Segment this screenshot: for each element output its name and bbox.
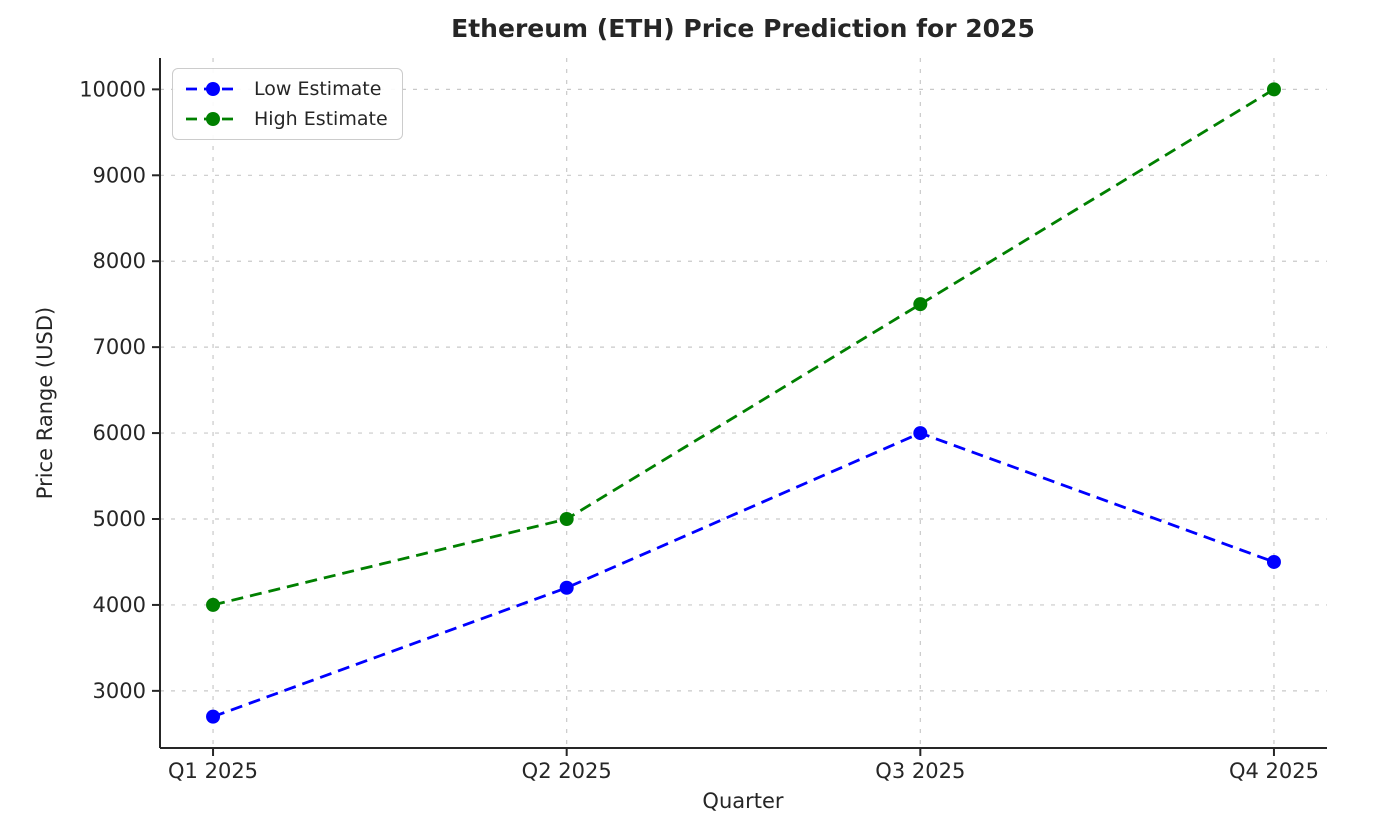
- legend-item-high-estimate: High Estimate: [184, 106, 388, 132]
- legend-marker-icon: [206, 82, 220, 96]
- y-tick-label: 4000: [93, 593, 146, 617]
- data-point-high-estimate-q3-2025: [913, 297, 928, 312]
- x-tick-label: Q3 2025: [875, 759, 965, 783]
- data-point-high-estimate-q4-2025: [1266, 82, 1281, 97]
- y-tick-label: 6000: [93, 421, 146, 445]
- data-point-low-estimate-q1-2025: [206, 709, 221, 724]
- y-axis-label: Price Range (USD): [33, 307, 57, 499]
- series-line-high-estimate: [212, 88, 1275, 607]
- legend-item-low-estimate: Low Estimate: [184, 76, 388, 102]
- data-point-high-estimate-q2-2025: [559, 512, 574, 527]
- legend-label-high: High Estimate: [254, 108, 388, 130]
- x-tick-label: Q1 2025: [168, 759, 258, 783]
- legend-label-low: Low Estimate: [254, 78, 382, 100]
- y-tick-label: 9000: [93, 163, 146, 187]
- y-tick-label: 7000: [93, 335, 146, 359]
- y-tick-label: 3000: [93, 679, 146, 703]
- y-tick-label: 8000: [93, 249, 146, 273]
- series-layer: [206, 82, 1281, 724]
- data-point-low-estimate-q4-2025: [1266, 554, 1281, 569]
- y-tick-label: 5000: [93, 507, 146, 531]
- axes-layer: 3000 4000 5000 6000 7000 8000 9000 10000 Q1 2025…: [79, 58, 1327, 783]
- chart-title: Ethereum (ETH) Price Prediction for 2025: [451, 14, 1035, 43]
- y-tick-label: 10000: [79, 77, 146, 101]
- grid-layer: [160, 58, 1327, 748]
- series-line-low-estimate: [212, 431, 1275, 718]
- data-point-high-estimate-q1-2025: [206, 597, 221, 612]
- legend-line-sample-low: [186, 82, 240, 96]
- legend: Low Estimate High Estimate: [172, 68, 403, 140]
- x-axis-label: Quarter: [702, 789, 783, 813]
- data-point-low-estimate-q2-2025: [559, 580, 574, 595]
- x-tick-label: Q4 2025: [1229, 759, 1319, 783]
- x-tick-label: Q2 2025: [522, 759, 612, 783]
- legend-line-sample-high: [186, 112, 240, 126]
- legend-marker-icon: [206, 112, 220, 126]
- data-point-low-estimate-q3-2025: [913, 426, 928, 441]
